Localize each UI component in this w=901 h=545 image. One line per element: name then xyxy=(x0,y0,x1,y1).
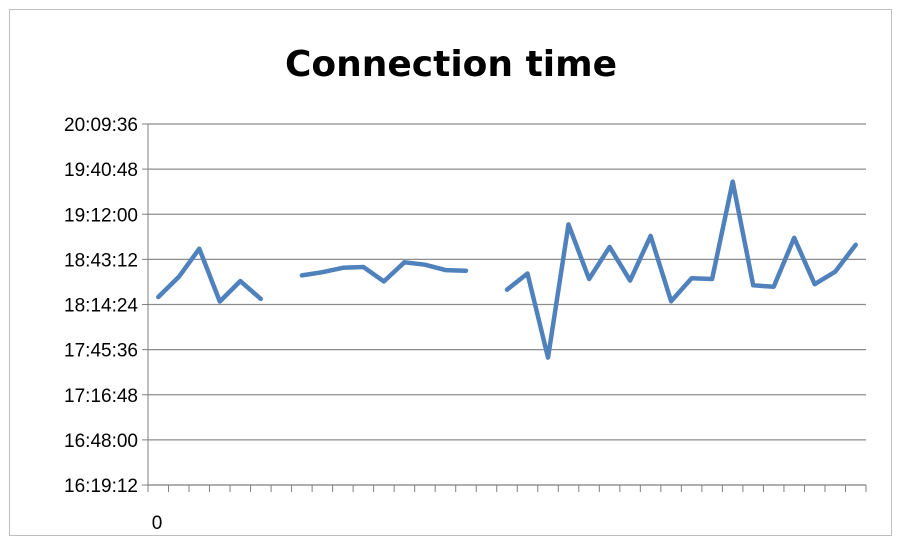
y-tick-label: 17:45:36 xyxy=(64,341,138,362)
series-line-segment xyxy=(504,179,858,360)
series-line-segment xyxy=(156,246,264,304)
series-line-segment xyxy=(299,260,469,284)
y-tick-label: 20:09:36 xyxy=(64,115,138,136)
y-tick-label: 19:40:48 xyxy=(64,160,138,181)
y-axis: 16:19:12 16:48:00 17:16:48 17:45:36 18:14:24… xyxy=(64,115,149,497)
y-tick-label: 18:14:24 xyxy=(64,296,138,317)
y-tick-label: 19:12:00 xyxy=(64,205,138,226)
chart-title: Connection time xyxy=(285,44,617,85)
y-tick-label: 16:48:00 xyxy=(64,431,138,452)
gridlines xyxy=(148,123,866,486)
chart-area xyxy=(9,9,892,536)
y-tick-label: 18:43:12 xyxy=(64,250,138,271)
series-line xyxy=(156,179,858,360)
y-tick-label: 16:19:12 xyxy=(64,476,138,497)
x-axis: 0 xyxy=(147,485,867,534)
y-tick-label: 17:16:48 xyxy=(64,386,138,407)
x-tick-label: 0 xyxy=(152,513,163,534)
